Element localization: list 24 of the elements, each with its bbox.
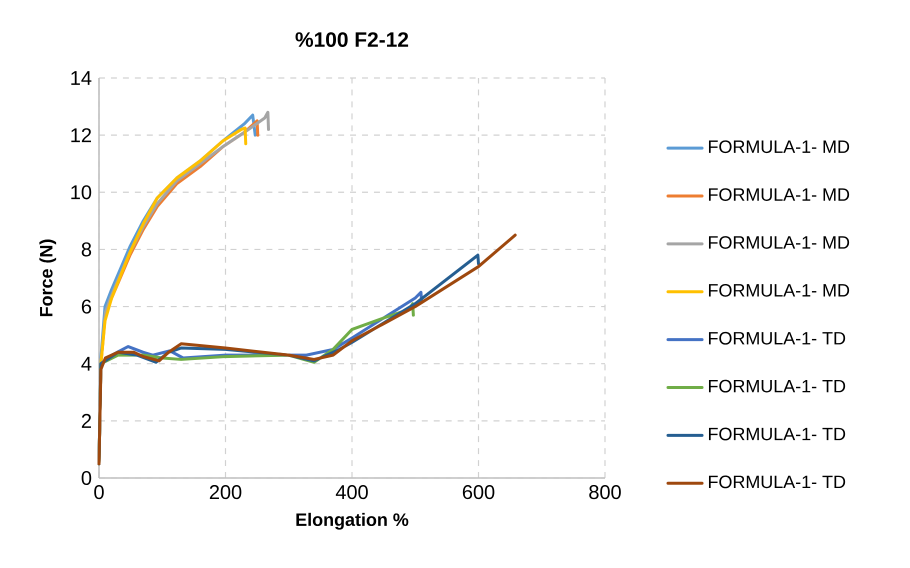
- legend-label: FORMULA-1- TD: [708, 476, 846, 488]
- legend-label: FORMULA-1- TD: [708, 428, 846, 440]
- y-tick-label: 14: [71, 71, 92, 85]
- x-axis-title: Elongation %: [296, 512, 408, 530]
- legend-label: FORMULA-1- MD: [708, 188, 850, 201]
- y-tick-label: 0: [82, 470, 92, 486]
- y-tick-label: 10: [71, 185, 92, 200]
- legend-label: FORMULA-1- MD: [708, 236, 850, 249]
- y-tick-label: 12: [71, 128, 91, 142]
- x-tick-label: 600: [462, 485, 494, 500]
- legend-label: FORMULA-1- TD: [708, 380, 846, 392]
- y-tick-label: 2: [82, 414, 91, 428]
- legend-label: FORMULA-1- MD: [708, 284, 850, 297]
- legend-label: FORMULA-1- TD: [708, 332, 846, 345]
- x-tick-label: 200: [210, 485, 242, 500]
- legend-label: FORMULA-1- MD: [708, 140, 850, 154]
- y-tick-label: 8: [82, 242, 92, 256]
- y-axis-title: Force (N): [39, 240, 56, 316]
- y-tick-label: 6: [82, 300, 92, 314]
- chart-title: %100 F2-12: [296, 32, 408, 48]
- x-tick-label: 0: [94, 485, 104, 500]
- x-tick-label: 400: [336, 485, 368, 500]
- y-tick-label: 4: [81, 356, 92, 371]
- x-tick-label: 800: [589, 485, 621, 500]
